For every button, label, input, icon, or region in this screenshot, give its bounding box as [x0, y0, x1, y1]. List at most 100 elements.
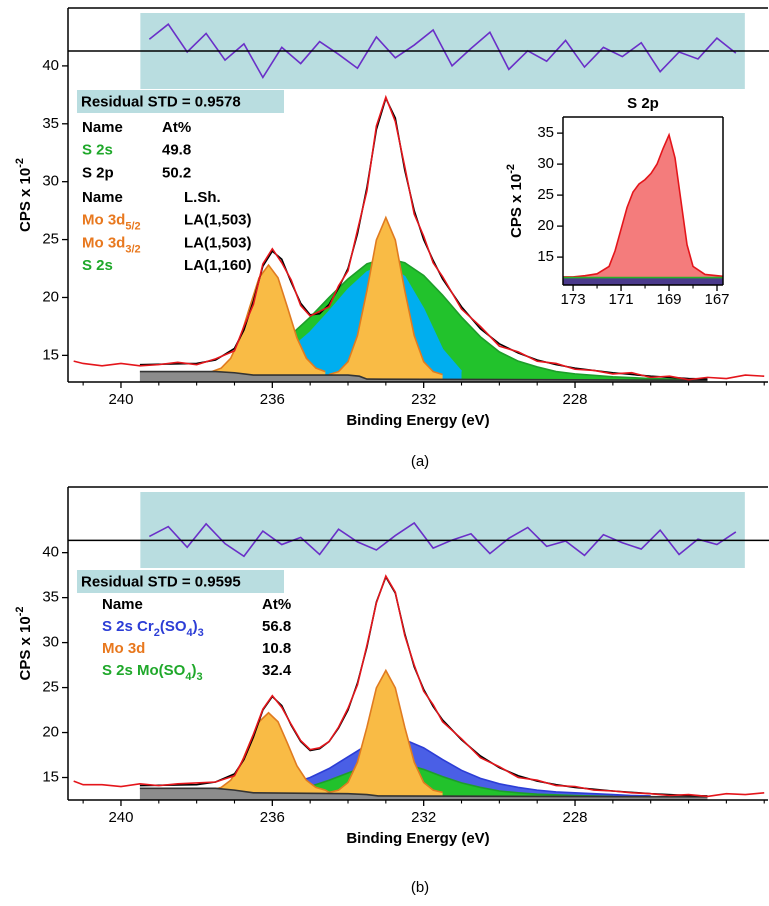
component-outline [139, 370, 708, 382]
component-outline [211, 263, 326, 373]
script-text: 4 [185, 671, 192, 683]
x-tick-label: 173 [561, 291, 586, 308]
plot-area [563, 132, 723, 285]
component-value: LA(1,160) [184, 257, 252, 274]
component-name: S 2s [82, 257, 113, 274]
y-tick-label: 35 [537, 124, 554, 141]
component-name: S 2s [82, 142, 113, 159]
table-header: L.Sh. [184, 189, 221, 206]
y-tick-label: 20 [42, 724, 59, 741]
x-tick-label: 236 [260, 391, 285, 408]
std-box [77, 570, 284, 593]
data-line [73, 94, 765, 381]
text-segment: Mo 3d [82, 234, 125, 251]
y-tick-label: 40 [42, 57, 59, 74]
component-area [139, 371, 708, 382]
script-text: 5/2 [125, 221, 140, 233]
text-segment: Mo 3d [102, 640, 145, 657]
component-name: Mo 3d3/2 [82, 234, 141, 255]
residual-band [140, 492, 745, 568]
y-tick-label: 40 [42, 544, 59, 561]
text-segment: CPS x 10 [508, 174, 525, 238]
component-name: S 2p [82, 164, 114, 181]
x-tick-label: 167 [704, 291, 729, 308]
component-value: LA(1,503) [184, 212, 252, 229]
residual-std: Residual STD = 0.9578 [81, 93, 241, 110]
plot-area [73, 492, 765, 800]
text-segment: ) [193, 618, 198, 635]
text-segment: S 2p [82, 164, 114, 181]
data-line [73, 574, 765, 798]
x-tick-label: 236 [260, 809, 285, 826]
component-outline [272, 761, 613, 798]
y-axis-label: CPS x 10-2 [14, 607, 34, 681]
text-segment: (SO [160, 618, 187, 635]
y-tick-label: 25 [42, 231, 59, 248]
panel-caption: (a) [411, 453, 429, 470]
script-text: 2 [154, 627, 160, 639]
table-header: At% [262, 596, 291, 613]
y-tick-label: 15 [42, 768, 59, 785]
x-tick-label: 171 [609, 291, 634, 308]
table-header: At% [162, 119, 191, 136]
x-tick-label: 228 [563, 391, 588, 408]
component-outline [563, 132, 723, 278]
component-value: LA(1,503) [184, 234, 252, 251]
component-name: Mo 3d [102, 640, 145, 657]
residual-line [148, 23, 737, 80]
component-area [563, 134, 723, 285]
table-header: Name [82, 189, 123, 206]
residual-std: Residual STD = 0.9595 [81, 573, 241, 590]
script-text: -2 [14, 158, 26, 168]
component-outline [328, 215, 443, 376]
y-tick-label: 20 [537, 217, 554, 234]
component-name: S 2s Cr2(SO4)3 [102, 618, 204, 639]
y-tick-label: 25 [537, 186, 554, 203]
y-tick-label: 30 [42, 173, 59, 190]
x-tick-label: 169 [657, 291, 682, 308]
residual-line [148, 521, 737, 558]
x-tick-label: 240 [108, 391, 133, 408]
x-tick-label: 228 [563, 809, 588, 826]
component-name: Mo 3d5/2 [82, 212, 141, 233]
x-tick-label: 232 [411, 391, 436, 408]
component-name: S 2s Mo(SO4)3 [102, 662, 203, 683]
text-segment: S 2s [82, 142, 113, 159]
component-value: 32.4 [262, 662, 292, 679]
y-tick-label: 20 [42, 288, 59, 305]
script-text: -2 [14, 607, 26, 617]
panel-caption: (b) [411, 879, 429, 896]
y-tick-label: 15 [42, 346, 59, 363]
text-segment: S 2s [82, 257, 113, 274]
y-tick-label: 30 [537, 155, 554, 172]
inset-title: S 2p [627, 95, 659, 112]
script-text: 3 [198, 627, 204, 639]
y-tick-label: 35 [42, 115, 59, 132]
y-axis-label: CPS x 10-2 [505, 164, 525, 238]
text-segment: S 2s Mo(SO [102, 662, 186, 679]
component-area [563, 277, 723, 285]
text-segment: S 2s Cr [102, 618, 154, 635]
table-header: Name [102, 596, 143, 613]
script-text: 4 [187, 627, 194, 639]
std-box [77, 90, 284, 113]
y-tick-label: 30 [42, 634, 59, 651]
component-value: 49.8 [162, 142, 191, 159]
component-value: 10.8 [262, 640, 291, 657]
script-text: 3 [196, 671, 202, 683]
table-header: Name [82, 119, 123, 136]
component-value: 56.8 [262, 618, 291, 635]
y-axis-label: CPS x 10-2 [14, 158, 34, 232]
x-axis-label: Binding Energy (eV) [346, 830, 489, 847]
text-segment: ) [191, 662, 196, 679]
script-text: 3/2 [125, 243, 140, 255]
y-tick-label: 25 [42, 679, 59, 696]
script-text: -2 [505, 164, 517, 174]
x-tick-label: 240 [108, 809, 133, 826]
x-tick-label: 232 [411, 809, 436, 826]
component-area [211, 265, 326, 382]
y-tick-label: 15 [537, 248, 554, 265]
x-axis-label: Binding Energy (eV) [346, 412, 489, 429]
text-segment: CPS x 10 [17, 616, 34, 680]
